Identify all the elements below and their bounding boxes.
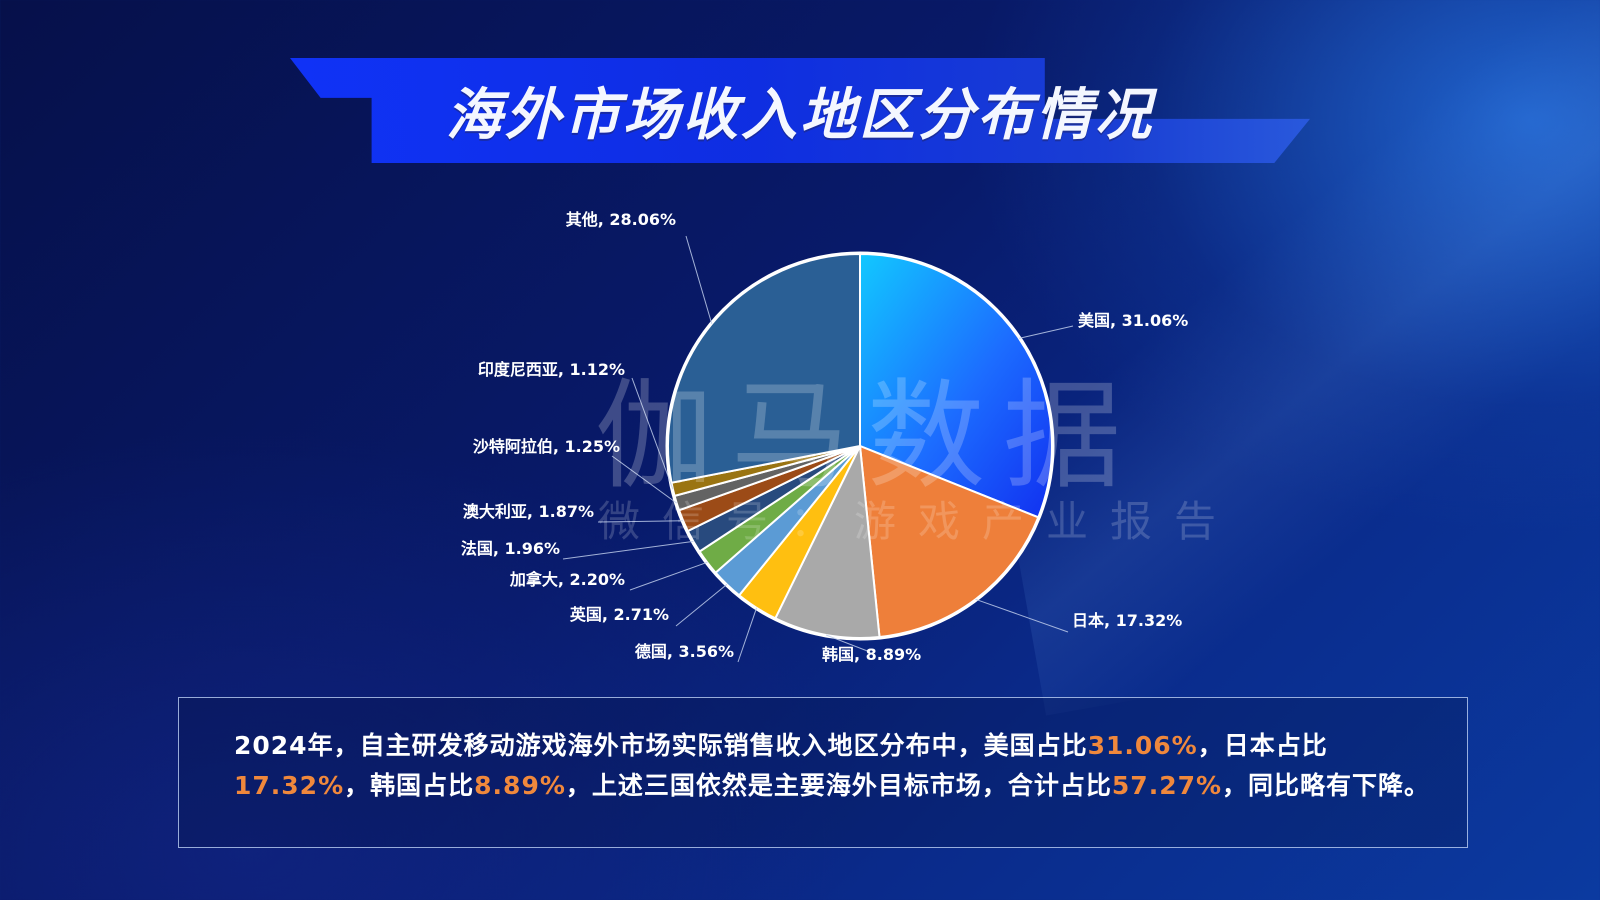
pie-leader-line-1: [975, 598, 1069, 633]
summary-highlight-value: 31.06%: [1087, 731, 1198, 760]
pie-label-10: 其他, 28.06%: [566, 210, 676, 229]
summary-text-part: ，韩国占比: [344, 771, 475, 800]
pie-label-4: 英国, 2.71%: [569, 605, 669, 624]
summary-highlight-value: 8.89%: [474, 771, 566, 800]
pie-leader-line-10: [685, 235, 713, 325]
pie-leader-line-6: [562, 540, 694, 560]
summary-box: 2024年，自主研发移动游戏海外市场实际销售收入地区分布中，美国占比31.06%…: [178, 697, 1468, 848]
pie-label-6: 法国, 1.96%: [461, 539, 560, 558]
summary-text-part: ，上述三国依然是主要海外目标市场，合计占比: [565, 771, 1112, 800]
pie-label-9: 印度尼西亚, 1.12%: [478, 360, 625, 379]
pie-leader-line-3: [737, 607, 758, 663]
pie-leader-line-2: [825, 634, 871, 653]
summary-text-part: ，日本占比: [1197, 731, 1328, 760]
pie-leader-line-5: [629, 561, 708, 591]
pie-leader-line-8: [611, 455, 677, 504]
pie-label-2: 韩国, 8.89%: [822, 645, 921, 664]
pie-label-7: 澳大利亚, 1.87%: [463, 502, 594, 521]
pie-outline: [665, 251, 1055, 641]
pie-leader-line-0: [1018, 325, 1074, 339]
pie-label-0: 美国, 31.06%: [1078, 311, 1188, 330]
pie-leader-lines: [562, 235, 1074, 663]
summary-text-part: ，同比略有下降。: [1222, 771, 1431, 800]
pie-label-1: 日本, 17.32%: [1072, 611, 1182, 630]
pie-label-8: 沙特阿拉伯, 1.25%: [473, 437, 620, 456]
summary-text: 2024年，自主研发移动游戏海外市场实际销售收入地区分布中，美国占比31.06%…: [234, 726, 1454, 806]
pie-slices: [665, 251, 1055, 641]
title-banner: 海外市场收入地区分布情况: [290, 58, 1310, 163]
summary-highlight-value: 57.27%: [1111, 771, 1223, 800]
summary-text-part: 2024年，自主研发移动游戏海外市场实际销售收入地区分布中，美国占比: [234, 731, 1088, 760]
pie-label-5: 加拿大, 2.20%: [509, 570, 625, 589]
pie-leader-line-4: [675, 584, 728, 627]
page-title: 海外市场收入地区分布情况: [446, 83, 1154, 148]
pie-leader-line-9: [631, 377, 674, 490]
pie-leader-line-7: [597, 520, 684, 523]
pie-slice-10: [667, 252, 861, 484]
summary-highlight-value: 17.32%: [234, 771, 345, 800]
pie-label-3: 德国, 3.56%: [635, 642, 734, 661]
pie-labels: 美国, 31.06% 日本, 17.32% 韩国, 8.89% 德国, 3.56% 英国…: [461, 210, 1188, 664]
